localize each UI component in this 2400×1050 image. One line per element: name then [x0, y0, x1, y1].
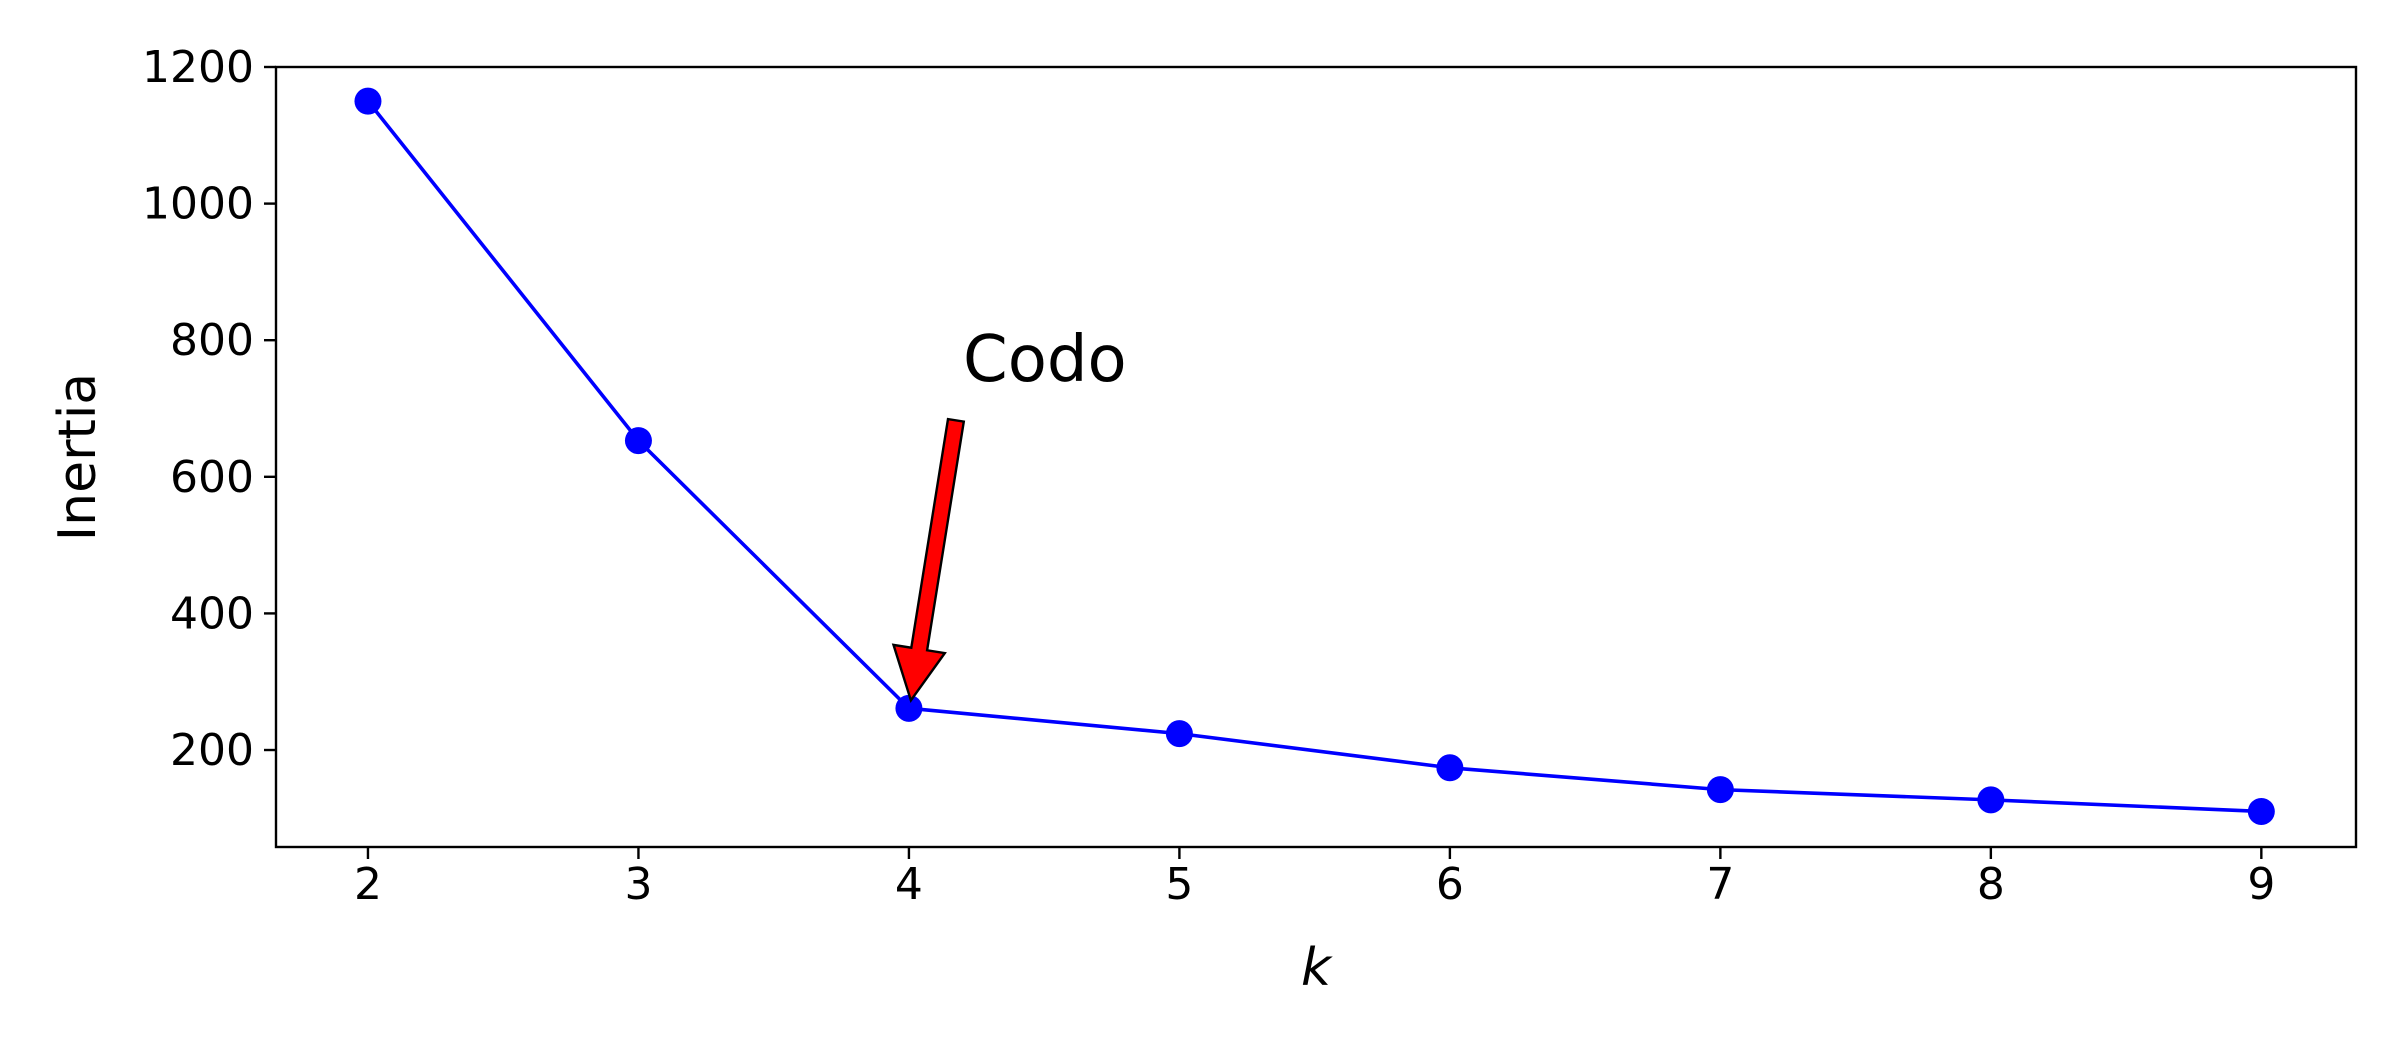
y-tick-label: 600 [170, 452, 254, 503]
data-point [895, 694, 923, 722]
x-axis-label: k [1301, 938, 1333, 998]
x-tick-label: 9 [2247, 859, 2275, 910]
y-axis-label: Inertia [48, 373, 108, 541]
data-point [2247, 797, 2275, 825]
y-tick-label: 800 [170, 315, 254, 366]
annotation-arrow [891, 417, 966, 703]
x-tick-label: 8 [1977, 859, 2005, 910]
data-point [624, 427, 652, 455]
x-tick-label: 4 [895, 859, 923, 910]
x-tick-label: 5 [1165, 859, 1193, 910]
x-tick-label: 2 [354, 859, 382, 910]
axes-layer [274, 65, 2358, 849]
y-tick-label: 1000 [142, 179, 254, 230]
y-tick-label: 200 [170, 725, 254, 776]
x-tick-label: 7 [1706, 859, 1734, 910]
data-point [1977, 786, 2005, 814]
ticks-layer: 2 3 4 5 6 7 8 9 200 400 600 800 1000 1200 [142, 42, 2275, 910]
annotation-label: Codo [963, 323, 1127, 397]
x-tick-label: 6 [1436, 859, 1464, 910]
plot-frame [274, 65, 2358, 849]
data-point [1165, 720, 1193, 748]
y-tick-label: 400 [170, 588, 254, 639]
data-point [354, 87, 382, 115]
series-line [366, 100, 2262, 814]
x-tick-label: 3 [624, 859, 652, 910]
data-point [1436, 754, 1464, 782]
series-layer [354, 87, 2275, 825]
annotation-layer: Codo [891, 323, 1127, 703]
y-tick-label: 1200 [142, 42, 254, 93]
data-point [1706, 776, 1734, 804]
